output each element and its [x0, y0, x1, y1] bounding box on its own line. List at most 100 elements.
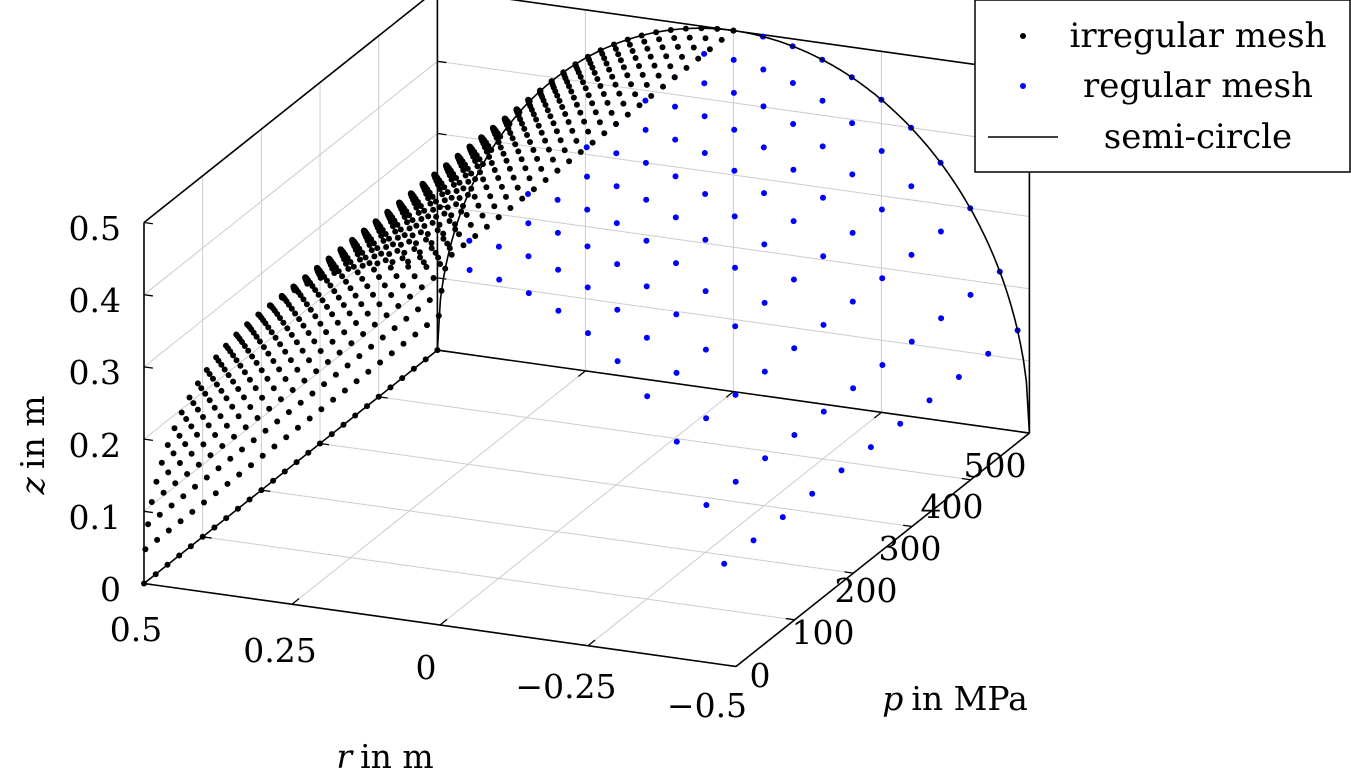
- irregular-mesh-point: [306, 415, 313, 422]
- irregular-mesh-point: [542, 137, 549, 144]
- irregular-mesh-point: [566, 158, 573, 165]
- irregular-mesh-point: [182, 441, 189, 448]
- p-tick-label: 0: [750, 656, 771, 695]
- irregular-mesh-point: [227, 455, 234, 462]
- irregular-mesh-point: [187, 543, 194, 550]
- irregular-mesh-point: [465, 178, 472, 185]
- irregular-mesh-point: [354, 269, 361, 276]
- grid-line: [291, 370, 586, 605]
- irregular-mesh-point: [527, 139, 533, 145]
- irregular-mesh-point: [395, 303, 402, 309]
- regular-mesh-point: [838, 467, 845, 474]
- irregular-mesh-point: [519, 195, 526, 202]
- irregular-mesh-point: [624, 72, 631, 79]
- irregular-mesh-point: [435, 254, 442, 261]
- grid-line: [437, 133, 1030, 217]
- irregular-mesh-point: [538, 165, 545, 172]
- irregular-mesh-point: [345, 265, 352, 272]
- regular-mesh-point: [790, 218, 797, 225]
- irregular-mesh-point: [364, 403, 370, 410]
- regular-mesh-point: [525, 191, 531, 197]
- regular-mesh-point: [820, 253, 827, 260]
- regular-mesh-point: [760, 66, 767, 73]
- p-tick-mark: [961, 477, 971, 481]
- z-tick-labels: 0 0.1 0.2 0.3 0.4 0.5: [69, 209, 121, 609]
- irregular-mesh-point: [297, 399, 304, 406]
- irregular-mesh-point: [448, 194, 455, 201]
- grid-line: [319, 442, 913, 527]
- irregular-mesh-point: [423, 236, 429, 243]
- irregular-mesh-point: [417, 229, 424, 236]
- irregular-mesh-point: [328, 431, 335, 438]
- irregular-mesh-point: [608, 109, 615, 116]
- irregular-mesh-point: [559, 104, 566, 110]
- irregular-mesh-point: [418, 284, 425, 291]
- irregular-mesh-point: [407, 293, 413, 300]
- irregular-mesh-point: [164, 561, 171, 568]
- irregular-mesh-point: [272, 334, 279, 341]
- irregular-mesh-point: [165, 469, 172, 476]
- irregular-mesh-point: [405, 263, 412, 270]
- irregular-mesh-point: [332, 371, 339, 378]
- irregular-mesh-point: [262, 427, 269, 434]
- irregular-mesh-point: [433, 198, 439, 205]
- irregular-mesh-point: [268, 329, 275, 336]
- irregular-mesh-point: [498, 183, 505, 190]
- irregular-mesh-point: [287, 357, 294, 364]
- z-tick-mark: [143, 510, 154, 514]
- irregular-mesh-point: [603, 60, 610, 67]
- regular-mesh-point: [879, 362, 886, 368]
- irregular-mesh-point: [160, 489, 167, 496]
- axis-box-edge: [143, 349, 438, 585]
- regular-mesh-point: [643, 237, 650, 244]
- irregular-mesh-point: [252, 385, 259, 392]
- irregular-mesh-point: [718, 36, 725, 43]
- regular-mesh-point: [555, 307, 562, 314]
- regular-mesh-point: [701, 50, 708, 57]
- grid-line: [439, 391, 734, 626]
- irregular-mesh-point: [453, 201, 460, 208]
- irregular-mesh-point: [309, 390, 316, 397]
- irregular-mesh-point: [200, 414, 206, 420]
- irregular-mesh-point: [683, 64, 690, 71]
- irregular-mesh-point: [156, 511, 163, 518]
- irregular-mesh-point: [577, 149, 584, 155]
- regular-mesh-point: [791, 345, 798, 352]
- irregular-mesh-point: [296, 316, 303, 323]
- irregular-mesh-point: [582, 85, 589, 92]
- regular-mesh-point: [790, 166, 797, 173]
- irregular-mesh-point: [656, 36, 663, 43]
- regular-mesh-point: [584, 173, 590, 180]
- irregular-mesh-point: [565, 119, 572, 125]
- irregular-mesh-point: [170, 450, 177, 457]
- regular-mesh-point: [525, 253, 532, 260]
- irregular-mesh-point: [331, 288, 338, 295]
- regular-mesh-point: [908, 251, 915, 258]
- irregular-mesh-point: [400, 340, 407, 347]
- regular-mesh-point: [584, 243, 591, 250]
- regular-mesh-point: [613, 150, 620, 157]
- irregular-mesh-point: [480, 176, 487, 183]
- regular-mesh-point: [790, 276, 797, 283]
- regular-mesh-point: [967, 291, 974, 298]
- irregular-mesh-point: [427, 200, 434, 207]
- legend-marker-regular-mesh: [1020, 83, 1026, 89]
- irregular-mesh-point: [426, 297, 433, 304]
- irregular-mesh-point: [604, 99, 611, 106]
- irregular-mesh-point: [378, 250, 385, 257]
- p-tick-mark: [844, 571, 854, 574]
- irregular-mesh-point: [456, 179, 463, 186]
- irregular-mesh-point: [609, 73, 616, 80]
- irregular-mesh-point: [577, 109, 584, 116]
- irregular-mesh-point: [413, 240, 419, 247]
- irregular-mesh-point: [643, 81, 650, 88]
- irregular-mesh-point: [194, 380, 201, 387]
- irregular-mesh-point: [375, 393, 382, 400]
- irregular-mesh-point: [533, 116, 540, 123]
- legend-box: [974, 0, 1351, 173]
- irregular-mesh-point: [421, 223, 428, 229]
- irregular-mesh-point: [406, 212, 413, 219]
- irregular-mesh-point: [270, 477, 277, 484]
- irregular-mesh-point: [376, 301, 383, 308]
- irregular-mesh-point: [613, 121, 619, 127]
